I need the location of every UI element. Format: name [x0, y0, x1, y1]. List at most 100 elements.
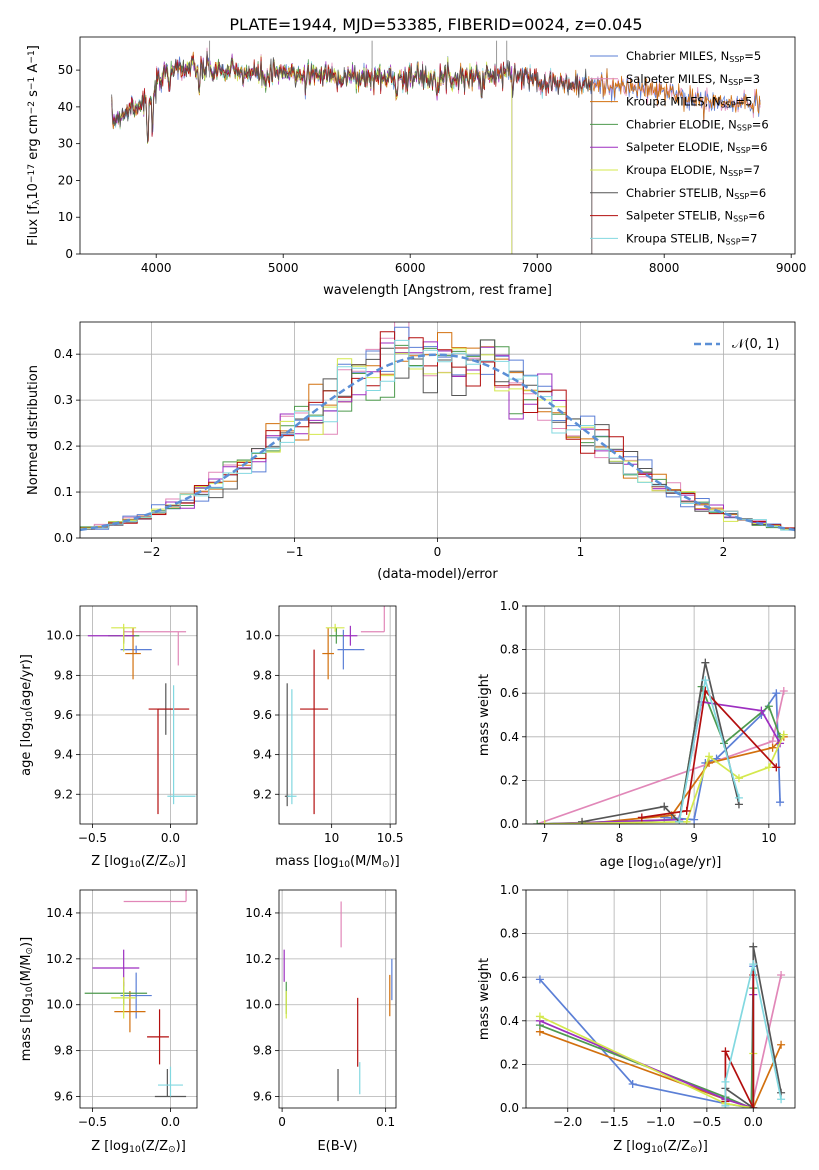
data-point	[637, 813, 646, 822]
spectrum-chart-plot	[111, 40, 761, 254]
y-tick-label: 9.4	[253, 748, 272, 762]
x-tick-label: 10	[761, 831, 776, 845]
age-vs-mass-chart-frame: 10 10.5 9.2 9.4 9.6 9.8 10.0 mass [log10(M/M⊙)]	[245, 605, 404, 870]
weight-line	[641, 689, 777, 819]
x-tick-label: 8000	[649, 261, 680, 275]
spectrum-line	[111, 49, 593, 254]
x-tick-label: −1	[286, 545, 304, 559]
data-point	[777, 1095, 786, 1104]
y-tick-label: 9.8	[253, 1044, 272, 1058]
weight-series	[675, 676, 743, 824]
x-axis-label: wavelength [Angstrom, rest frame]	[323, 283, 552, 298]
legend-label: Kroupa MILES, NSSP=5	[626, 95, 752, 110]
errorbar-point	[325, 623, 345, 632]
data-point	[776, 798, 785, 807]
y-tick-label: 50	[58, 63, 73, 77]
errorbar-point	[111, 977, 137, 1019]
mass-vs-ebv-chart-plot	[283, 901, 393, 1102]
mass-vs-z-chart: −0.5 0.0 9.6 9.8 10.0 10.2 10.4 mass [log10(M/M…	[19, 889, 198, 1155]
x-tick-label: −0.5	[78, 831, 107, 845]
data-point	[777, 1040, 786, 1049]
y-tick-label: 10.0	[245, 629, 272, 643]
weight-line	[544, 700, 781, 824]
spectrum-chart-frame: 4000 5000 6000 7000 8000 9000 0 10 20 30 40 50 Flux …	[26, 36, 807, 298]
errorbar-point	[284, 683, 290, 807]
data-point	[578, 817, 587, 824]
y-tick-label: 0.6	[500, 686, 519, 700]
errorbar-point	[329, 627, 344, 644]
errorbar-point	[120, 645, 152, 654]
weight-series	[535, 984, 758, 1108]
weight-line	[750, 974, 782, 1108]
weight-line	[581, 662, 740, 824]
legend-label: 𝒩(0, 1)	[732, 337, 779, 352]
legend-label: Chabrier ELODIE, NSSP=6	[626, 117, 769, 132]
y-tick-label: 1.0	[500, 883, 519, 897]
weights-vs-z-chart-border	[525, 889, 796, 1109]
data-point	[764, 702, 773, 711]
data-point	[772, 763, 781, 772]
x-axis-label: age [log10(age/yr)]	[600, 855, 722, 871]
x-tick-label: 7000	[522, 261, 553, 275]
y-axis-label: mass weight	[477, 958, 492, 1040]
y-tick-label: 0.2	[500, 773, 519, 787]
weights-vs-z-chart: −2.0 −1.5 −1.0 −0.5 0.0 0.0 0.2 0.4 0.6 0.8 1.0 mas…	[477, 883, 796, 1155]
plots-layer: 4000 5000 6000 7000 8000 900001020304050Flux …	[19, 36, 807, 1155]
errorbar-point	[167, 685, 196, 805]
y-tick-label: 9.6	[253, 1090, 272, 1104]
weights-vs-age-chart-border	[525, 605, 796, 825]
y-tick-label: 10.4	[245, 906, 272, 920]
x-axis-label: (data-model)/error	[377, 567, 498, 582]
y-tick-label: 9.2	[253, 787, 272, 801]
data-point	[628, 1080, 637, 1089]
x-tick-label: 2	[720, 545, 728, 559]
x-tick-label: −1.0	[646, 1115, 675, 1129]
legend: Chabrier MILES, NSSP=5 Salpeter MILES, NS…	[590, 49, 769, 246]
weights-vs-age-chart: 7 8 9 10 0.0 0.2 0.4 0.6 0.8 1.0 mass weight age [l…	[477, 599, 796, 871]
y-axis-label: Flux [fλ10−17 erg cm−2 s−1 A−1]	[26, 45, 42, 246]
spectrum-line	[111, 51, 593, 254]
residual-chart-plot	[80, 322, 795, 533]
data-point	[734, 774, 743, 783]
x-tick-label: 9	[690, 831, 698, 845]
x-tick-label: −1.5	[600, 1115, 629, 1129]
y-tick-label: 0.3	[54, 393, 73, 407]
x-tick-label: 9000	[776, 261, 807, 275]
x-tick-label: −2.0	[553, 1115, 582, 1129]
errorbar-point	[337, 629, 365, 670]
data-point	[721, 1101, 730, 1108]
y-tick-label: 0.8	[500, 643, 519, 657]
age-vs-z-chart-plot	[87, 623, 196, 815]
data-point	[701, 658, 710, 667]
x-tick-label: −0.5	[692, 1115, 721, 1129]
y-tick-label: 9.6	[54, 708, 73, 722]
x-tick-label: 8	[616, 831, 624, 845]
y-tick-label: 10.2	[46, 952, 73, 966]
data-point	[777, 971, 786, 980]
age-vs-z-chart: −0.5 0.0 9.2 9.4 9.6 9.8 10.0 age [log10(age/yr…	[19, 605, 198, 870]
legend-label: Chabrier MILES, NSSP=5	[626, 49, 761, 64]
y-tick-label: 0.1	[54, 485, 73, 499]
errorbar-point	[300, 649, 329, 815]
x-tick-label: 0.0	[744, 1115, 763, 1129]
spectrum-chart: 4000 5000 6000 7000 8000 9000 0 10 20 30 40 50 Flux …	[26, 36, 807, 298]
y-axis-label: age [log10(age/yr)]	[19, 654, 35, 776]
age-vs-z-chart-border	[79, 605, 198, 825]
x-axis-label: Z [log10(Z/Z⊙)]	[613, 1139, 708, 1155]
y-tick-label: 10.2	[245, 952, 272, 966]
x-tick-label: 0	[278, 1115, 286, 1129]
y-tick-label: 20	[58, 173, 73, 187]
x-axis-label: Z [log10(Z/Z⊙)]	[91, 1139, 186, 1155]
y-tick-label: 0.8	[500, 927, 519, 941]
y-tick-label: 0.2	[54, 439, 73, 453]
y-tick-label: 0.6	[500, 970, 519, 984]
x-axis-label: mass [log10(M/M⊙)]	[275, 854, 399, 870]
data-point	[533, 820, 542, 824]
x-axis-label: Z [log10(Z/Z⊙)]	[91, 854, 186, 870]
errorbar-point	[123, 631, 187, 666]
data-point	[772, 689, 781, 698]
data-point	[540, 820, 549, 824]
weight-line	[539, 1015, 755, 1108]
age-vs-mass-chart-border	[278, 605, 397, 825]
